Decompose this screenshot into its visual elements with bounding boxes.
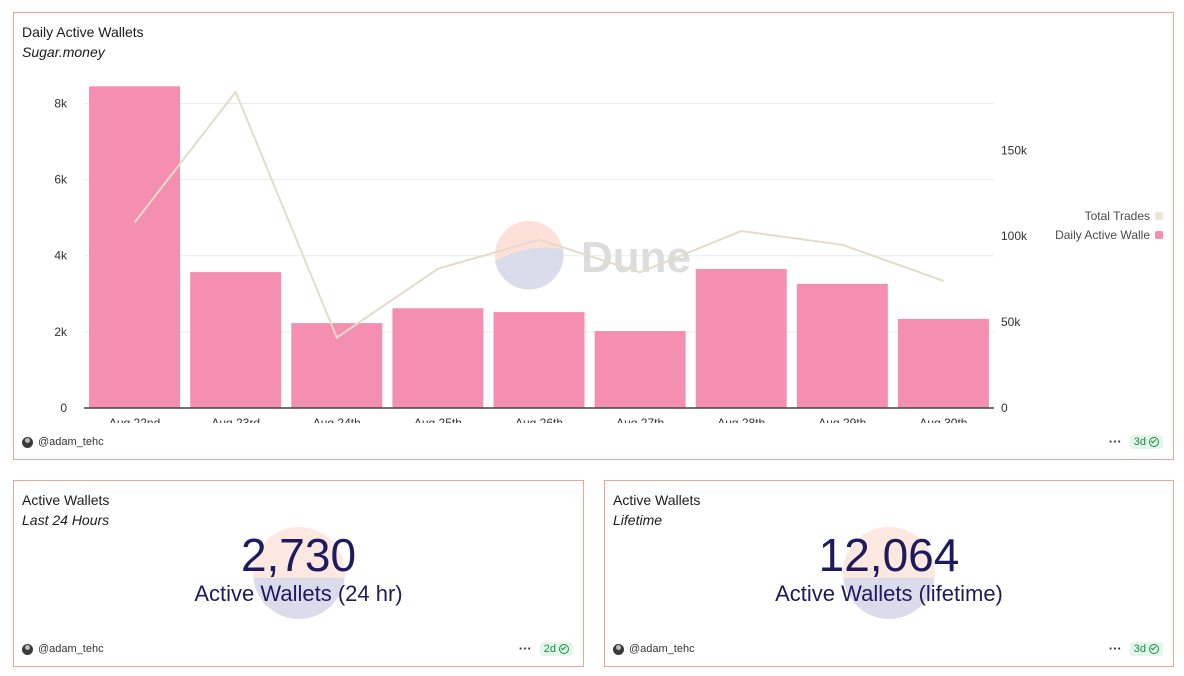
axes: 0 2k 4k 6k 8k 0 50k 100k 150k Aug 22nd Aug 23rd Aug… <box>54 96 1028 423</box>
bar[interactable] <box>695 269 787 408</box>
x-tick-label: Aug 27th <box>616 416 664 423</box>
bar[interactable] <box>796 283 888 408</box>
y-right-tick-label: 150k <box>1001 143 1028 157</box>
counter-label: Active Wallets (lifetime) <box>775 581 1003 606</box>
legend-swatch-total-trades <box>1155 212 1163 220</box>
x-tick-label: Aug 30th <box>919 416 967 423</box>
dune-logo-icon <box>843 527 935 619</box>
x-tick-label: Aug 23rd <box>211 416 260 423</box>
author-name: @adam_tehc <box>38 436 104 448</box>
panel-title: Active Wallets <box>613 492 701 508</box>
bars-series <box>89 86 989 409</box>
x-tick-label: Aug 25th <box>414 416 462 423</box>
bar[interactable] <box>897 318 989 408</box>
x-tick-label: Aug 26th <box>515 416 563 423</box>
x-tick-label: Aug 24th <box>313 416 361 423</box>
author-link[interactable]: @adam_tehc <box>613 643 695 655</box>
panel-footer-actions: ··· 2d <box>519 642 573 656</box>
counter: 2,730 Active Wallets (24 hr) <box>14 529 583 607</box>
check-circle-icon <box>1149 644 1159 654</box>
y-left-tick-label: 4k <box>54 249 68 263</box>
avatar <box>613 643 624 655</box>
panel-title: Active Wallets <box>22 492 110 508</box>
counter-label: Active Wallets (24 hr) <box>194 581 403 606</box>
line-series <box>133 89 944 340</box>
avatar <box>22 436 33 448</box>
bar[interactable] <box>89 86 181 409</box>
y-left-tick-label: 8k <box>54 96 68 110</box>
check-circle-icon <box>559 644 569 654</box>
x-tick-label: Aug 22nd <box>109 416 160 423</box>
y-left-tick-label: 2k <box>54 325 68 339</box>
freshness-badge[interactable]: 2d <box>539 642 573 656</box>
author-name: @adam_tehc <box>629 643 695 655</box>
legend-item-daily-active[interactable]: Daily Active Walle <box>1055 228 1163 242</box>
chart-canvas: Dune 0 2k 4k 6k 8k 0 50k 100k 150k Aug 22nd Aug 23… <box>54 86 1028 423</box>
y-left-tick-label: 6k <box>54 173 68 187</box>
legend-item-total-trades[interactable]: Total Trades <box>1085 209 1163 223</box>
y-right-tick-label: 50k <box>1001 315 1021 329</box>
more-options-icon[interactable]: ··· <box>1108 641 1122 656</box>
counter-value: 12,064 <box>818 529 960 581</box>
counter: 12,064 Active Wallets (lifetime) <box>605 529 1173 607</box>
bar[interactable] <box>594 331 686 408</box>
more-options-icon[interactable]: ··· <box>1108 434 1122 449</box>
freshness-badge[interactable]: 3d <box>1129 642 1163 656</box>
check-circle-icon <box>1149 437 1159 447</box>
panel-title: Daily Active Wallets <box>22 24 144 40</box>
author-link[interactable]: @adam_tehc <box>22 643 104 655</box>
dune-watermark-text: Dune <box>581 233 691 282</box>
freshness-label: 3d <box>1133 643 1146 655</box>
freshness-label: 3d <box>1133 436 1146 448</box>
y-right-tick-label: 0 <box>1001 401 1008 415</box>
y-left-tick-label: 0 <box>60 401 67 415</box>
bar[interactable] <box>493 312 585 408</box>
avatar <box>22 643 33 655</box>
x-tick-label: Aug 28th <box>717 416 765 423</box>
daily-active-wallets-panel: Daily Active Wallets Sugar.money Dune 0 2… <box>13 12 1174 460</box>
active-wallets-24h-panel: Active Wallets Last 24 Hours 2,730 Activ… <box>13 480 584 667</box>
x-tick-label: Aug 29th <box>818 416 866 423</box>
freshness-label: 2d <box>543 643 556 655</box>
dune-logo-lower <box>495 247 564 290</box>
author-name: @adam_tehc <box>38 643 104 655</box>
dune-logo-icon <box>252 527 345 619</box>
panel-subtitle: Lifetime <box>613 512 663 528</box>
panel-subtitle: Sugar.money <box>22 44 105 60</box>
counter-value: 2,730 <box>240 529 357 581</box>
more-options-icon[interactable]: ··· <box>518 641 532 656</box>
active-wallets-lifetime-panel: Active Wallets Lifetime 12,064 Active Wa… <box>604 480 1174 667</box>
bar[interactable] <box>190 272 282 408</box>
y-right-tick-label: 100k <box>1001 229 1028 243</box>
freshness-badge[interactable]: 3d <box>1129 435 1163 449</box>
legend-swatch-daily-active <box>1155 231 1163 239</box>
legend-label-daily-active: Daily Active Walle <box>1055 228 1150 242</box>
author-link[interactable]: @adam_tehc <box>22 436 104 448</box>
legend-label-total-trades: Total Trades <box>1084 209 1150 223</box>
panel-footer-actions: ··· 3d <box>1109 435 1163 449</box>
panel-footer-actions: ··· 3d <box>1109 642 1163 656</box>
line-total-trades[interactable] <box>133 89 944 340</box>
panel-subtitle: Last 24 Hours <box>22 512 110 528</box>
bar[interactable] <box>392 308 484 408</box>
dune-watermark: Dune <box>495 221 691 290</box>
